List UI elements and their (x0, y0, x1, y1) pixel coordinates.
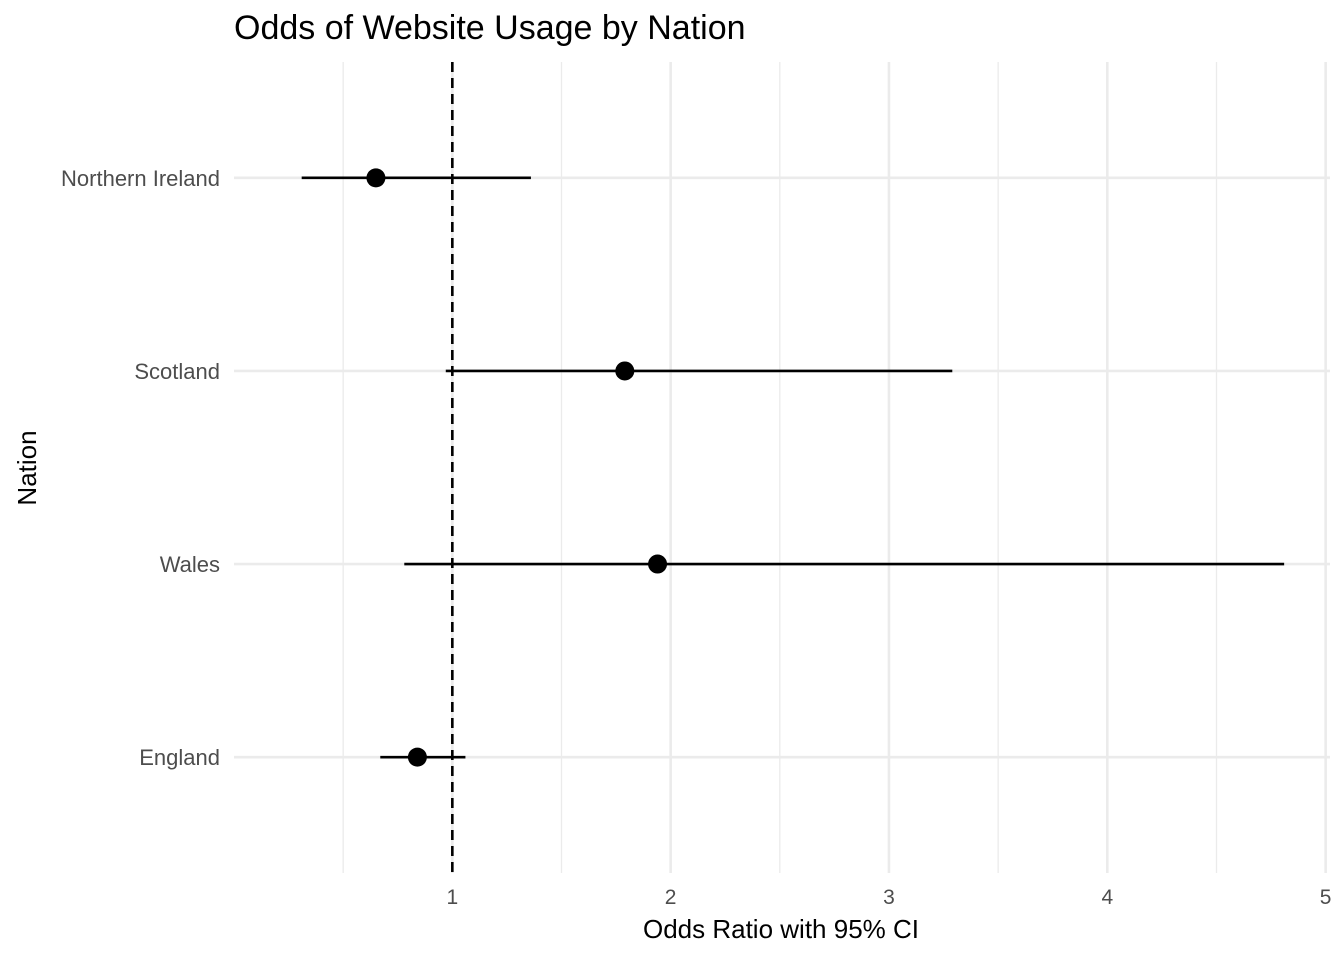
x-tick-label: 4 (1101, 886, 1113, 909)
estimate-point-wales (648, 554, 668, 574)
x-tick-label: 3 (883, 886, 895, 909)
y-category-label: England (139, 745, 220, 770)
y-category-label: Scotland (134, 359, 220, 384)
y-category-label: Northern Ireland (61, 166, 220, 191)
y-category-labels: England Wales Scotland Northern Ireland (61, 166, 220, 770)
chart-title: Odds of Website Usage by Nation (234, 9, 746, 47)
estimate-point-england (407, 747, 427, 767)
y-category-label: Wales (160, 552, 220, 577)
y-axis-title: Nation (12, 430, 42, 505)
grid-layer (234, 62, 1330, 873)
x-tick-labels: 1 2 3 4 5 (446, 886, 1331, 909)
estimate-point-northern-ireland (366, 168, 386, 188)
marks-layer (301, 168, 1285, 767)
x-tick-label: 5 (1320, 886, 1332, 909)
estimate-point-scotland (615, 361, 635, 381)
x-axis-title: Odds Ratio with 95% CI (643, 914, 919, 944)
x-tick-label: 2 (665, 886, 677, 909)
x-tick-label: 1 (446, 886, 458, 909)
